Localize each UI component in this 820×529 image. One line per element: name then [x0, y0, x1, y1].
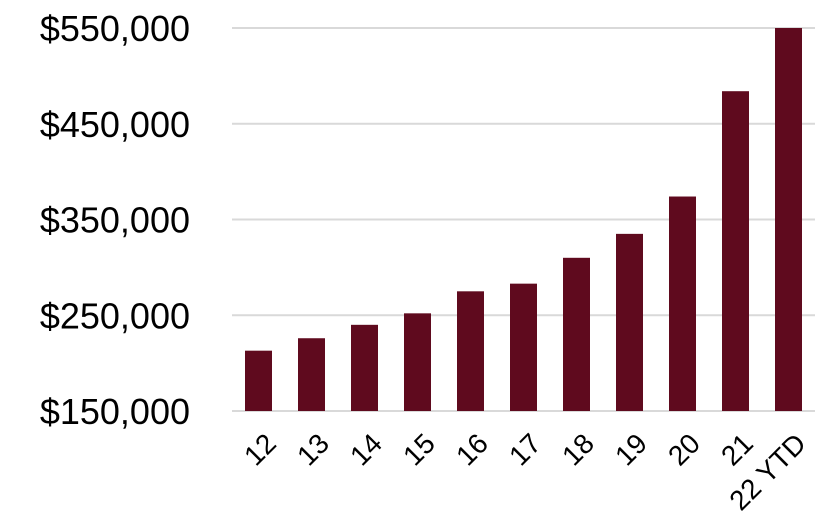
- y-tick-label: $350,000: [40, 200, 190, 241]
- bar-20: [669, 196, 696, 411]
- y-axis-ticks: $150,000 $250,000 $350,000 $450,000 $550,000: [40, 8, 190, 432]
- bar-14: [351, 324, 378, 411]
- gridlines: [232, 27, 815, 412]
- bar-16: [457, 291, 484, 411]
- y-tick-label: $150,000: [40, 391, 190, 432]
- x-tick-label: 14: [344, 428, 388, 472]
- x-tick-label: 18: [556, 428, 600, 472]
- bar-12: [245, 350, 272, 411]
- bar-15: [404, 313, 431, 411]
- x-tick-label: 12: [238, 428, 282, 472]
- x-tick-label: 13: [291, 428, 335, 472]
- bar-19: [616, 233, 643, 411]
- bar-22-ytd: [775, 28, 802, 411]
- x-tick-label: 16: [450, 428, 494, 472]
- bars: [245, 28, 802, 411]
- x-tick-label: 19: [609, 428, 653, 472]
- bar-17: [510, 283, 537, 411]
- y-tick-label: $450,000: [40, 104, 190, 145]
- bar-13: [298, 338, 325, 411]
- bar-18: [563, 257, 590, 411]
- bar-21: [722, 91, 749, 411]
- x-tick-label: 17: [503, 428, 547, 472]
- y-tick-label: $550,000: [40, 8, 190, 49]
- y-tick-label: $250,000: [40, 295, 190, 336]
- x-tick-label: 15: [397, 428, 441, 472]
- x-tick-label: 20: [662, 428, 706, 472]
